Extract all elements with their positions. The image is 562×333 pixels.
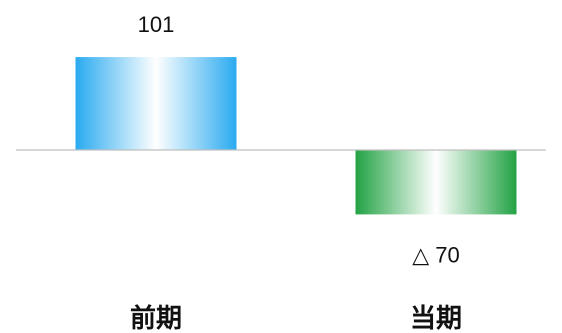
x-tick-label-1: 前期	[130, 303, 182, 333]
bar-2	[355, 150, 517, 215]
data-label-1: 101	[138, 12, 175, 37]
bar-1	[75, 57, 237, 150]
data-label-2: △ 70	[412, 242, 460, 267]
x-tick-label-2: 当期	[410, 304, 462, 333]
